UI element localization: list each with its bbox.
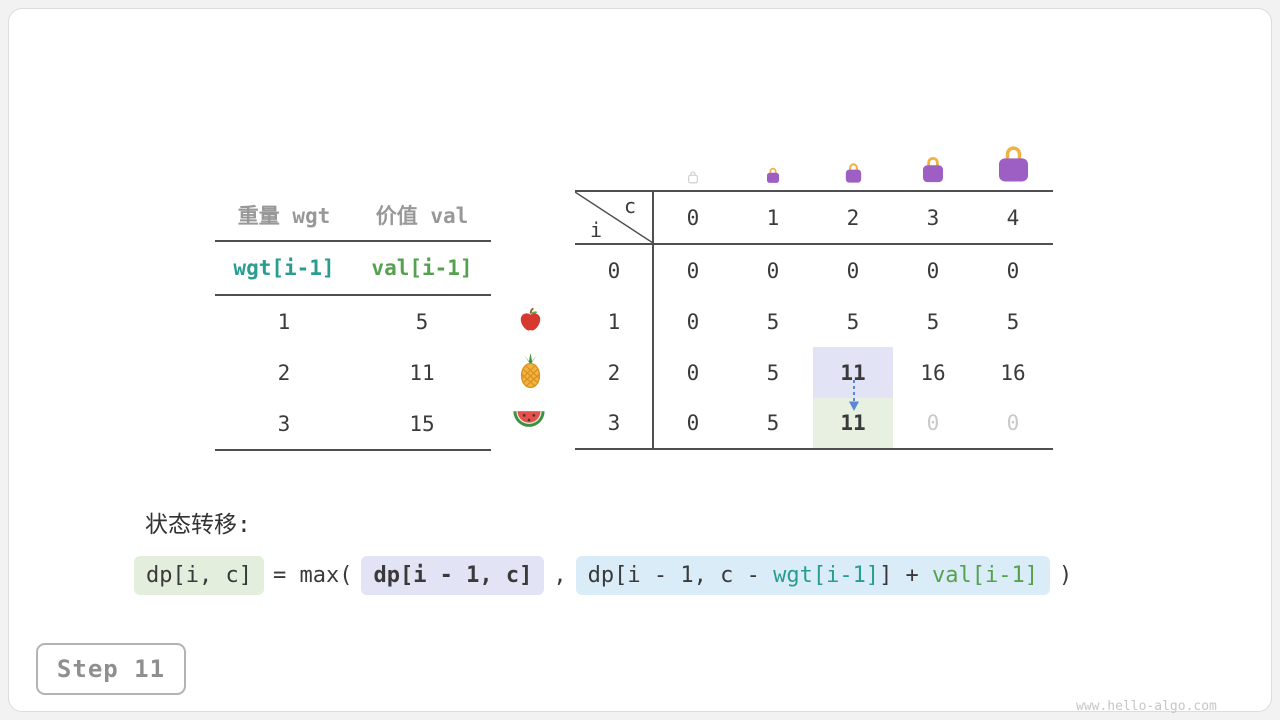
transition-formula: dp[i, c] = max( dp[i - 1, c] , dp[i - 1,…: [134, 556, 1072, 595]
dp-header-row: c i 0 1 2 3 4: [575, 192, 1053, 245]
dp-cell: 5: [766, 411, 780, 435]
dp-cell-highlight-source: 11: [813, 347, 893, 398]
dp-cell: 5: [766, 360, 780, 385]
formula-val-cell: val[i-1]: [371, 256, 473, 280]
bag-small-icon: [733, 166, 813, 184]
dp-cell-pending: 0: [1006, 411, 1020, 435]
items-header-value: 价值 val: [375, 204, 469, 228]
dp-row: 2 0 5 11 16 16: [575, 347, 1053, 398]
formula-lhs: dp[i, c]: [134, 556, 264, 595]
pineapple-icon: [515, 353, 546, 389]
dp-cell: 5: [846, 309, 860, 334]
item-wgt-cell: 2: [277, 360, 291, 385]
corner-col-label: c: [623, 194, 636, 218]
divider: [215, 240, 491, 242]
item-row: 1 5: [215, 296, 491, 347]
formula-wgt-cell: wgt[i-1]: [233, 256, 335, 280]
dp-cell: 0: [846, 258, 860, 283]
dp-col-header: 1: [766, 205, 780, 230]
item-row: 2 11: [215, 347, 491, 398]
dp-cell: 0: [926, 258, 940, 283]
dp-cell: 0: [686, 411, 700, 435]
item-wgt-cell: 3: [277, 411, 291, 436]
dp-cell: 0: [686, 360, 700, 385]
formula-closing: ): [1059, 563, 1073, 588]
formula-arg2: dp[i - 1, c - wgt[i-1]] + val[i-1]: [575, 556, 1051, 595]
item-row: 3 15: [215, 398, 491, 449]
dp-row-header: 2: [607, 360, 621, 385]
dp-table: c i 0 1 2 3 4 0 0 0 0 0 0 1 0 5 5 5 5 2 …: [575, 190, 1053, 450]
corner-diagonal: [575, 192, 653, 243]
dp-row: 1 0 5 5 5 5: [575, 296, 1053, 347]
formula-operator: = max(: [272, 563, 353, 588]
step-badge: Step 11: [36, 643, 186, 695]
formula-arg2-prefix: dp[i - 1, c -: [587, 563, 774, 588]
dp-cell: 5: [1006, 309, 1020, 334]
watermelon-icon: [512, 409, 546, 432]
dp-cell: 0: [766, 258, 780, 283]
bag-ghost-icon: [653, 170, 733, 184]
items-header-row: 重量 wgt 价值 val: [215, 190, 491, 240]
divider: [215, 449, 491, 451]
dp-vertical-rule: [652, 192, 654, 448]
item-val-cell: 15: [409, 411, 435, 436]
formula-separator: ,: [553, 563, 567, 588]
bag-large-icon: [893, 154, 973, 184]
transfer-arrow-icon: [847, 379, 861, 413]
items-header-weight: 重量 wgt: [237, 204, 331, 228]
bag-icon-row: [653, 128, 1053, 184]
bag-xlarge-icon: [973, 143, 1053, 184]
dp-row: 3 0 5 11 0 0: [575, 398, 1053, 448]
dp-row: 0 0 0 0 0 0: [575, 245, 1053, 296]
divider: [215, 294, 491, 296]
item-val-cell: 5: [415, 309, 429, 334]
item-wgt-cell: 1: [277, 309, 291, 334]
transition-label: 状态转移:: [145, 512, 251, 538]
dp-cell: 0: [686, 309, 700, 334]
dp-row-header: 1: [607, 309, 621, 334]
items-table: 重量 wgt 价值 val wgt[i-1] val[i-1] 1 5 2 11…: [215, 190, 491, 451]
dp-row-header: 0: [607, 258, 621, 283]
corner-row-label: i: [590, 218, 603, 242]
formula-arg1: dp[i - 1, c]: [361, 556, 545, 595]
apple-icon: [517, 306, 544, 333]
bag-medium-icon: [813, 161, 893, 184]
dp-row-header: 3: [607, 411, 621, 435]
dp-col-header: 3: [926, 205, 940, 230]
dp-col-header: 0: [686, 205, 700, 230]
item-val-cell: 11: [409, 360, 435, 385]
dp-cell: 5: [766, 309, 780, 334]
dp-cell: 0: [686, 258, 700, 283]
formula-arg2-wgt: wgt[i-1]: [773, 563, 880, 588]
dp-col-header: 2: [846, 205, 860, 230]
items-formula-row: wgt[i-1] val[i-1]: [215, 242, 491, 294]
watermark: www.hello-algo.com: [1076, 699, 1217, 714]
dp-cell-pending: 0: [926, 411, 940, 435]
formula-arg2-val: val[i-1]: [932, 563, 1039, 588]
dp-col-header: 4: [1006, 205, 1020, 230]
dp-cell: 0: [1006, 258, 1020, 283]
dp-cell: 16: [920, 360, 946, 385]
dp-cell: 16: [1000, 360, 1026, 385]
dp-corner-cell: c i: [575, 192, 653, 243]
formula-arg2-mid: ] +: [879, 563, 933, 588]
dp-cell: 5: [926, 309, 940, 334]
